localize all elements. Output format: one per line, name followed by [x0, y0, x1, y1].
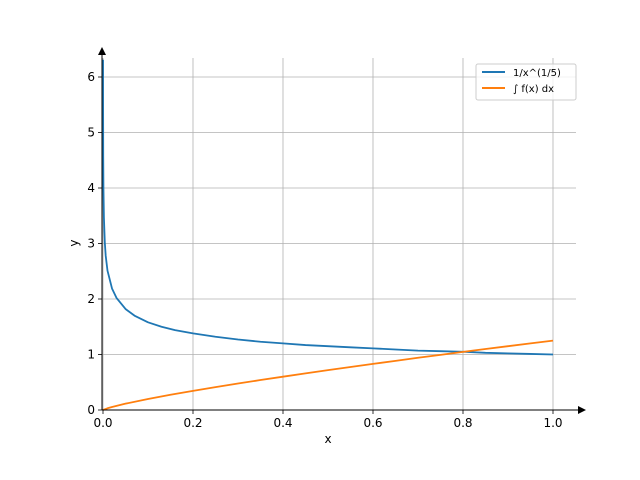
x-tick-label: 0.4 [273, 416, 292, 430]
y-tick-label: 0 [87, 403, 95, 417]
y-tick-label: 2 [87, 292, 95, 306]
x-tick-label: 0.2 [183, 416, 202, 430]
y-axis-arrow [98, 47, 106, 55]
y-tick-label: 4 [87, 181, 95, 195]
y-tick-label: 5 [87, 126, 95, 140]
y-tick-label: 3 [87, 237, 95, 251]
x-tick-label: 0.0 [93, 416, 112, 430]
y-axis-label: y [67, 239, 81, 246]
grid [102, 58, 576, 411]
series-line-1 [102, 59, 554, 356]
y-tick-label: 6 [87, 70, 95, 84]
legend: 1/x^(1/5) ∫ f(x) dx [475, 63, 577, 101]
x-tick-label: 0.6 [363, 416, 382, 430]
axes [98, 47, 586, 414]
ticks: 0.0 0.2 0.4 0.6 0.8 1.0 0 1 2 3 4 5 6 [87, 70, 562, 430]
series-line-2 [102, 339, 554, 411]
x-tick-label: 0.8 [453, 416, 472, 430]
legend-label-series-2: ∫ f(x) dx [513, 84, 554, 95]
x-tick-label: 1.0 [543, 416, 562, 430]
x-axis-label: x [324, 432, 331, 446]
x-axis-arrow [578, 406, 586, 414]
legend-label-series-1: 1/x^(1/5) [513, 68, 561, 79]
y-tick-label: 1 [87, 348, 95, 362]
series-layer [102, 59, 554, 411]
